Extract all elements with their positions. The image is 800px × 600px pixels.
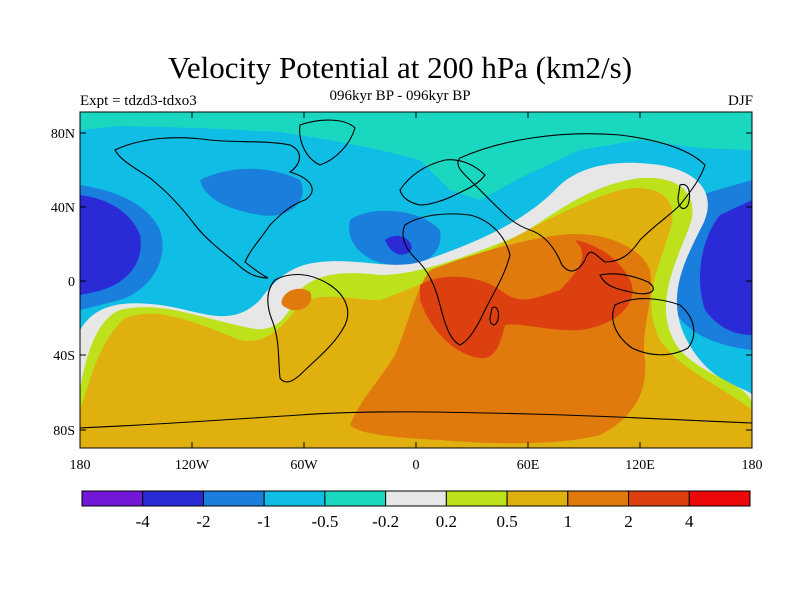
coast-greenland — [299, 119, 356, 166]
y-tick-label: 80S — [53, 424, 75, 439]
y-tick-label: 0 — [68, 275, 75, 290]
colorbar-swatch — [688, 490, 751, 507]
colorbar-swatch — [385, 490, 447, 507]
coast-europe — [399, 159, 486, 206]
field-darkblue-epac — [80, 195, 141, 295]
map-field — [80, 112, 752, 448]
y-tick-label: 80N — [51, 127, 75, 142]
x-tick-label: 0 — [413, 458, 420, 473]
coast-madagascar — [489, 306, 500, 326]
colorbar-label: 0.5 — [496, 512, 517, 531]
colorbar-label: -4 — [136, 512, 151, 531]
colorbar-label: -0.5 — [311, 512, 338, 531]
coast-japan — [677, 183, 691, 210]
y-tick-label: 40S — [53, 349, 75, 364]
coast-australia — [612, 298, 695, 356]
colorbar-swatch — [202, 490, 265, 507]
colorbar-label: -0.2 — [372, 512, 399, 531]
colorbar-label: 0.2 — [436, 512, 457, 531]
colorbar-swatch — [445, 490, 508, 507]
x-tick-label: 60E — [517, 458, 540, 473]
colorbar-swatch — [142, 490, 204, 507]
colorbar-swatch — [506, 490, 569, 507]
coast-north-america — [114, 137, 313, 279]
field-blue-natl — [200, 168, 303, 216]
colorbar-swatch — [263, 490, 326, 507]
coastlines — [80, 119, 752, 429]
map-title: Velocity Potential at 200 hPa (km2/s) — [167, 50, 633, 85]
x-tick-label: 180 — [70, 458, 91, 473]
coast-africa — [402, 213, 511, 346]
field-darkblue-carib — [385, 235, 412, 255]
field-orange-samerica — [281, 288, 312, 311]
x-tick-label: 180 — [742, 458, 763, 473]
colorbar-swatch — [628, 490, 690, 507]
colorbar-swatch — [567, 490, 630, 507]
coast-indonesia — [599, 273, 654, 295]
coast-south-america — [267, 274, 349, 383]
y-tick-label: 40N — [51, 201, 75, 216]
field-red-indian — [420, 240, 633, 359]
map-subtitle: 096kyr BP - 096kyr BP — [329, 88, 471, 104]
season-label: DJF — [727, 93, 753, 109]
coast-antarctica — [80, 411, 752, 429]
colorbar-label: -2 — [196, 512, 210, 531]
colorbar-label: 1 — [564, 512, 573, 531]
experiment-label: Expt = tdzd3-tdxo3 — [80, 93, 197, 109]
colorbar-label: 2 — [624, 512, 633, 531]
colorbar-swatch — [324, 490, 387, 507]
map-axes: 80N 40N 0 40S 80S 180 120W 60W 0 60E 120E 180 — [51, 112, 763, 473]
x-tick-label: 120W — [175, 458, 210, 473]
colorbar-label: -1 — [257, 512, 271, 531]
coast-asia — [457, 133, 706, 272]
colorbar-swatch — [81, 490, 144, 507]
field-darkblue-wpac — [700, 200, 752, 335]
colorbar: -4 -2 -1 -0.5 -0.2 0.2 0.5 1 2 4 — [81, 490, 751, 531]
colorbar-label: 4 — [685, 512, 694, 531]
x-tick-label: 60W — [290, 458, 318, 473]
x-tick-label: 120E — [625, 458, 655, 473]
